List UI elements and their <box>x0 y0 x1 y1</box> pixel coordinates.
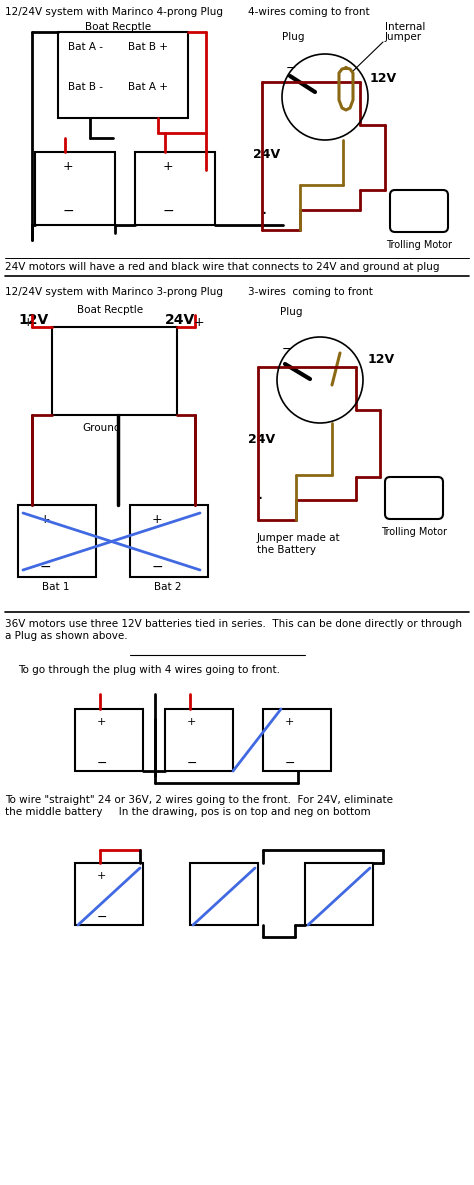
Text: 3-wires  coming to front: 3-wires coming to front <box>248 287 373 297</box>
Bar <box>130 505 208 577</box>
FancyBboxPatch shape <box>390 190 448 232</box>
Bar <box>35 152 115 225</box>
Text: Bat 1: Bat 1 <box>42 582 70 592</box>
Text: Bat 2: Bat 2 <box>154 582 182 592</box>
Text: 24V: 24V <box>165 313 195 327</box>
Text: Bat A +: Bat A + <box>128 82 168 92</box>
Bar <box>263 709 331 771</box>
Text: the Battery: the Battery <box>257 545 316 555</box>
Text: −: − <box>187 757 198 770</box>
Text: +: + <box>97 717 106 728</box>
Text: 12V: 12V <box>368 353 395 366</box>
Text: −: − <box>152 561 164 574</box>
Text: Boat Recptle: Boat Recptle <box>77 305 143 315</box>
Text: +: + <box>40 513 51 526</box>
Bar <box>135 152 215 225</box>
Text: −: − <box>163 204 174 218</box>
Text: Plug: Plug <box>280 307 302 318</box>
Text: +: + <box>97 871 106 880</box>
Text: +: + <box>152 513 163 526</box>
Text: Bat B +: Bat B + <box>128 41 168 52</box>
Text: To wire "straight" 24 or 36V, 2 wires going to the front.  For 24V, eliminate
th: To wire "straight" 24 or 36V, 2 wires go… <box>5 795 393 816</box>
Text: 36V motors use three 12V batteries tied in series.  This can be done directly or: 36V motors use three 12V batteries tied … <box>5 619 462 641</box>
Text: +: + <box>23 316 33 329</box>
Text: 12/24V system with Marinco 3-prong Plug: 12/24V system with Marinco 3-prong Plug <box>5 287 223 297</box>
Text: Bat B -: Bat B - <box>68 82 103 92</box>
Text: Trolling Motor: Trolling Motor <box>386 241 452 250</box>
Text: 4-wires coming to front: 4-wires coming to front <box>248 7 370 17</box>
Text: Plug: Plug <box>282 32 304 41</box>
Bar <box>75 709 143 771</box>
Text: −: − <box>97 911 108 924</box>
Text: +: + <box>187 717 196 728</box>
Text: −: − <box>282 342 292 356</box>
Text: 12V: 12V <box>370 72 397 85</box>
Text: +: + <box>285 717 294 728</box>
Bar <box>18 505 96 577</box>
Text: 24V: 24V <box>253 148 280 161</box>
Text: Boat Recptle: Boat Recptle <box>85 23 151 32</box>
Bar <box>165 709 233 771</box>
Text: 12/24V system with Marinco 4-prong Plug: 12/24V system with Marinco 4-prong Plug <box>5 7 223 17</box>
Text: Jumper made at: Jumper made at <box>257 533 341 543</box>
Bar <box>58 32 188 119</box>
Bar <box>75 863 143 925</box>
Bar <box>52 327 177 415</box>
Text: −: − <box>40 561 52 574</box>
Text: Ground: Ground <box>82 423 120 433</box>
Text: Bat A -: Bat A - <box>68 41 103 52</box>
Text: 12V: 12V <box>18 313 48 327</box>
Text: Jumper: Jumper <box>385 32 422 41</box>
Bar <box>190 863 258 925</box>
Text: Trolling Motor: Trolling Motor <box>381 527 447 537</box>
Text: To go through the plug with 4 wires going to front.: To go through the plug with 4 wires goin… <box>18 665 280 675</box>
FancyBboxPatch shape <box>385 478 443 519</box>
Text: Internal: Internal <box>385 23 425 32</box>
Text: +: + <box>194 316 204 329</box>
Text: 24V: 24V <box>248 433 275 446</box>
Text: 24V motors will have a red and black wire that connects to 24V and ground at plu: 24V motors will have a red and black wir… <box>5 262 439 273</box>
Text: .: . <box>257 485 262 502</box>
Text: −: − <box>63 204 74 218</box>
Text: +: + <box>163 160 173 173</box>
Text: −: − <box>97 757 108 770</box>
Text: .: . <box>261 200 266 218</box>
Text: −: − <box>285 757 295 770</box>
Text: +: + <box>63 160 73 173</box>
Bar <box>305 863 373 925</box>
Text: −: − <box>286 62 297 75</box>
